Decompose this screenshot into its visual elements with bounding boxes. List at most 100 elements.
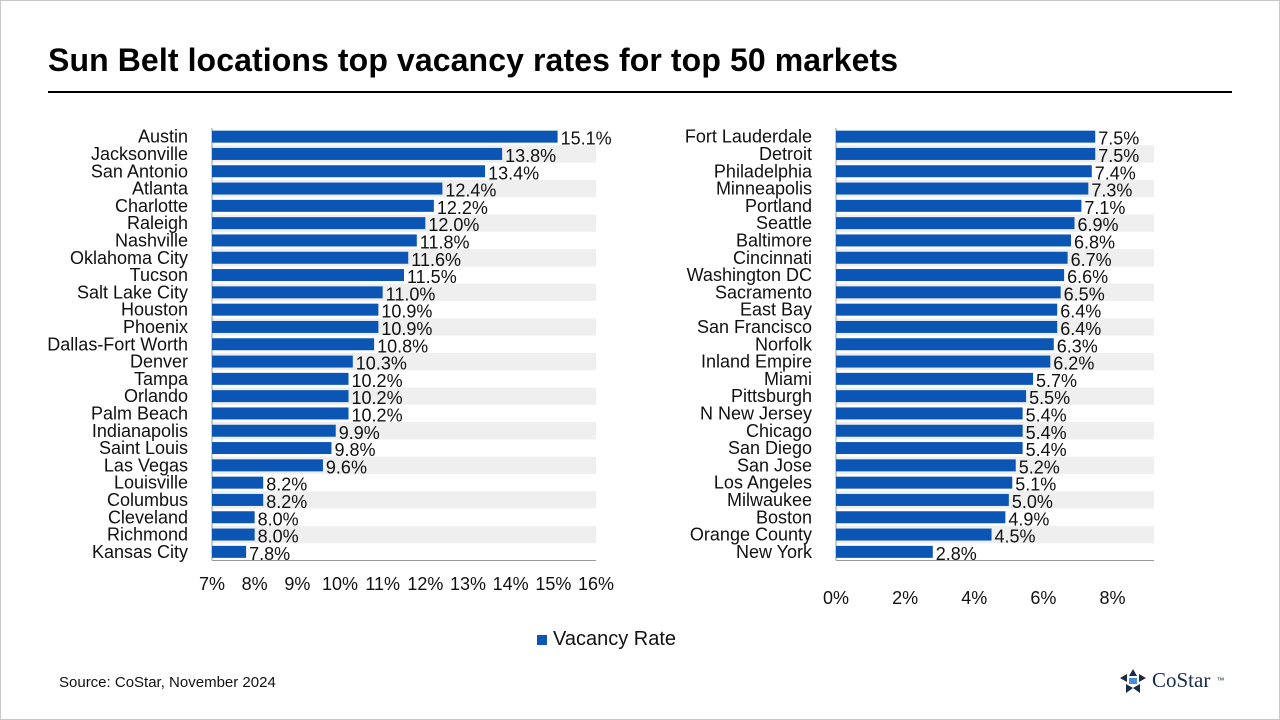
category-label: Raleigh xyxy=(127,213,188,233)
data-label: 12.2% xyxy=(437,198,488,218)
bar xyxy=(212,390,349,403)
x-tick-label: 6% xyxy=(1030,588,1056,608)
data-label: 5.2% xyxy=(1019,457,1060,477)
category-label: Los Angeles xyxy=(714,473,812,493)
data-label: 4.5% xyxy=(995,527,1036,547)
data-label: 6.6% xyxy=(1067,267,1108,287)
category-label: San Jose xyxy=(737,455,812,475)
bar xyxy=(212,372,349,385)
data-label: 8.2% xyxy=(266,475,307,495)
category-label: Pittsburgh xyxy=(731,386,812,406)
data-label: 9.6% xyxy=(326,457,367,477)
bar xyxy=(212,182,443,195)
bar xyxy=(836,269,1065,282)
bar xyxy=(212,286,383,299)
bar xyxy=(836,338,1054,351)
category-label: Dallas-Fort Worth xyxy=(47,334,188,354)
category-label: Inland Empire xyxy=(701,352,812,372)
bar xyxy=(212,147,503,160)
bar xyxy=(212,545,247,558)
data-label: 5.0% xyxy=(1012,492,1053,512)
data-label: 8.0% xyxy=(258,527,299,547)
bar xyxy=(212,251,409,264)
costar-logo: CoStar ™ xyxy=(1120,668,1224,693)
category-label: Chicago xyxy=(746,421,812,441)
category-label: East Bay xyxy=(740,300,812,320)
category-label: Palm Beach xyxy=(91,403,188,423)
data-label: 6.8% xyxy=(1074,232,1115,252)
category-label: Washington DC xyxy=(687,265,812,285)
bar xyxy=(836,493,1009,506)
bar xyxy=(836,459,1016,472)
category-label: Orange County xyxy=(690,525,812,545)
data-label: 11.8% xyxy=(420,232,470,252)
title-divider xyxy=(48,91,1232,93)
logo-text: CoStar xyxy=(1152,668,1211,692)
bar xyxy=(836,303,1058,316)
bar xyxy=(212,407,349,420)
bar xyxy=(212,424,336,437)
data-label: 6.5% xyxy=(1064,284,1105,304)
category-label: Saint Louis xyxy=(99,438,188,458)
data-label: 12.4% xyxy=(445,181,496,201)
bar xyxy=(212,511,255,524)
bar xyxy=(836,407,1023,420)
bar xyxy=(212,234,417,247)
data-label: 13.4% xyxy=(488,163,539,183)
bar xyxy=(212,459,323,472)
data-label: 15.1% xyxy=(561,129,612,149)
row-band xyxy=(212,525,596,544)
x-tick-label: 4% xyxy=(961,588,987,608)
data-label: 5.7% xyxy=(1036,371,1077,391)
category-label: Tampa xyxy=(134,369,189,389)
category-label: Detroit xyxy=(759,144,812,164)
data-label: 7.1% xyxy=(1084,198,1125,218)
data-label: 6.3% xyxy=(1057,336,1098,356)
bar xyxy=(836,424,1023,437)
bar xyxy=(212,165,486,178)
x-tick-label: 9% xyxy=(284,574,310,594)
bar xyxy=(836,320,1058,333)
x-tick-label: 7% xyxy=(199,574,225,594)
bar xyxy=(212,199,434,212)
data-label: 5.4% xyxy=(1026,440,1067,460)
category-label: Jacksonville xyxy=(91,144,188,164)
category-label: Baltimore xyxy=(736,230,812,250)
costar-logo-icon xyxy=(1120,668,1146,693)
data-label: 7.8% xyxy=(249,544,290,564)
x-tick-label: 16% xyxy=(578,574,614,594)
x-tick-label: 15% xyxy=(535,574,571,594)
data-label: 4.9% xyxy=(1008,509,1049,529)
chart-title: Sun Belt locations top vacancy rates for… xyxy=(48,42,899,78)
category-label: Columbus xyxy=(107,490,188,510)
category-label: Salt Lake City xyxy=(77,282,188,302)
bar xyxy=(212,493,264,506)
category-label: Fort Lauderdale xyxy=(685,127,812,147)
bar xyxy=(836,251,1068,264)
bar xyxy=(212,355,353,368)
data-label: 10.3% xyxy=(356,354,407,374)
x-tick-label: 14% xyxy=(493,574,529,594)
legend-label: Vacancy Rate xyxy=(553,628,677,650)
x-tick-label: 8% xyxy=(242,574,268,594)
category-label: Denver xyxy=(130,352,188,372)
bar xyxy=(836,147,1096,160)
category-label: San Antonio xyxy=(91,161,188,181)
data-label: 6.4% xyxy=(1060,319,1101,339)
bar xyxy=(836,234,1072,247)
data-label: 7.5% xyxy=(1098,129,1139,149)
category-label: Milwaukee xyxy=(727,490,812,510)
bar xyxy=(212,476,264,489)
category-label: Miami xyxy=(764,369,812,389)
bar xyxy=(212,442,332,455)
category-label: Kansas City xyxy=(92,542,188,562)
x-tick-label: 0% xyxy=(823,588,849,608)
data-label: 9.8% xyxy=(334,440,375,460)
data-label: 10.2% xyxy=(352,405,403,425)
data-label: 10.8% xyxy=(377,336,428,356)
data-label: 7.4% xyxy=(1095,163,1136,183)
data-label: 7.5% xyxy=(1098,146,1139,166)
category-label: Boston xyxy=(756,507,812,527)
legend: Vacancy Rate xyxy=(537,628,676,651)
